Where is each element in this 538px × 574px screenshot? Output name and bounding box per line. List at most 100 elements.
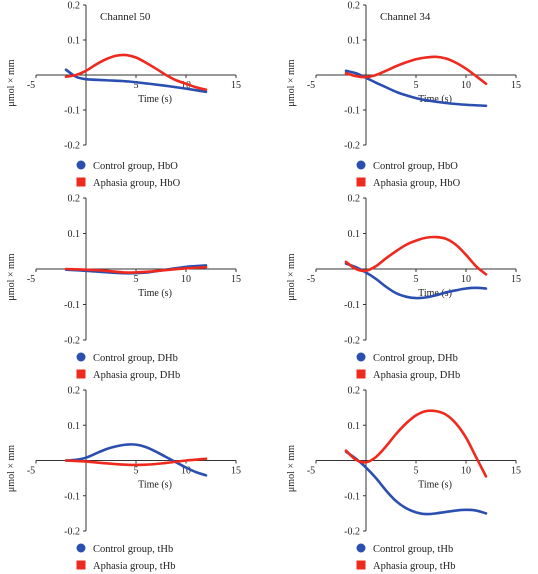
x-tick-label: 5 <box>414 466 419 477</box>
legend: Control group, tHb Aphasia group, tHb <box>356 543 456 572</box>
y-tick-label: -0.2 <box>64 141 80 152</box>
legend-marker-control <box>356 543 366 553</box>
y-tick-label: 0.2 <box>68 386 81 397</box>
series-line-aphasia <box>344 409 488 478</box>
x-tick-label: 15 <box>511 466 521 477</box>
x-axis-label: Time (s) <box>418 94 452 105</box>
y-tick-label: 0.1 <box>348 229 361 240</box>
y-tick-label: -0.1 <box>64 491 80 502</box>
legend-marker-control <box>76 352 86 362</box>
x-tick-label: -5 <box>307 466 315 477</box>
x-tick-label: -5 <box>307 80 315 91</box>
x-tick-label: -5 <box>27 466 35 477</box>
legend-marker-aphasia <box>356 177 366 187</box>
legend-label-aphasia: Aphasia group, DHb <box>93 370 180 381</box>
y-axis-label: μmol × mm <box>286 445 297 492</box>
x-tick-label: 5 <box>134 80 139 91</box>
series-line-control <box>344 262 488 300</box>
legend-label-aphasia: Aphasia group, HbO <box>93 178 181 189</box>
x-tick-label: 15 <box>511 80 521 91</box>
x-axis-label: Time (s) <box>418 480 452 491</box>
y-tick-label: -0.2 <box>344 141 360 152</box>
legend-marker-control <box>356 352 366 362</box>
x-tick-label: 15 <box>231 466 241 477</box>
legend-label-control: Control group, DHb <box>373 353 458 364</box>
series-line-aphasia <box>344 55 488 86</box>
legend-marker-control <box>356 160 366 170</box>
legend-label-aphasia: Aphasia group, HbO <box>373 178 461 189</box>
y-axis-label: μmol × mm <box>6 59 17 106</box>
x-tick-label: 15 <box>231 274 241 285</box>
legend-marker-control <box>76 160 86 170</box>
chart-title: Channel 34 <box>380 11 431 23</box>
series-line-aphasia <box>344 235 488 276</box>
y-tick-label: -0.2 <box>344 336 360 347</box>
x-tick-label: 10 <box>181 466 191 477</box>
legend: Control group, DHb Aphasia group, DHb <box>76 352 180 381</box>
chart-panel-5: 0.2 0.1 -0.1 -0.2 -5 5 10 15 Time (s) μmol × mm Co… <box>6 386 241 573</box>
chart-panel-4: 0.2 0.1 -0.1 -0.2 -5 5 10 15 Time (s) μmol × mm Co… <box>286 194 521 382</box>
legend: Control group, HbO Aphasia group, HbO <box>356 160 461 189</box>
series-line-control <box>64 68 208 94</box>
series-line-aphasia <box>64 457 208 467</box>
y-tick-label: -0.1 <box>344 491 360 502</box>
legend-label-control: Control group, tHb <box>373 544 453 555</box>
x-tick-label: 15 <box>511 274 521 285</box>
chart-panel-3: 0.2 0.1 -0.1 -0.2 -5 5 10 15 Time (s) μmol × mm Co… <box>6 194 241 382</box>
legend: Control group, tHb Aphasia group, tHb <box>76 543 176 572</box>
x-tick-label: 10 <box>461 80 471 91</box>
x-axis-label: Time (s) <box>138 288 172 299</box>
x-tick-label: 5 <box>134 466 139 477</box>
legend-label-control: Control group, tHb <box>93 544 173 555</box>
y-tick-label: 0.2 <box>68 1 81 12</box>
legend-label-control: Control group, DHb <box>93 353 178 364</box>
legend-marker-aphasia <box>356 560 366 570</box>
x-tick-label: 15 <box>231 80 241 91</box>
y-tick-label: 0.2 <box>68 194 81 205</box>
legend: Control group, DHb Aphasia group, DHb <box>356 352 460 381</box>
x-axis-label: Time (s) <box>138 480 172 491</box>
legend-marker-aphasia <box>76 177 86 187</box>
y-tick-label: -0.1 <box>344 106 360 117</box>
legend-marker-aphasia <box>76 560 86 570</box>
x-tick-label: 10 <box>181 80 191 91</box>
series-line-aphasia <box>64 265 208 274</box>
chart-panel-2: 0.2 0.1 -0.1 -0.2 -5 5 10 15 Time (s) μmol × mm Ch… <box>286 1 521 190</box>
y-tick-label: 0.1 <box>68 421 81 432</box>
legend-label-aphasia: Aphasia group, DHb <box>373 370 460 381</box>
x-tick-label: 5 <box>414 274 419 285</box>
y-tick-label: -0.1 <box>64 300 80 311</box>
y-tick-label: 0.1 <box>348 36 361 47</box>
y-tick-label: -0.2 <box>344 527 360 538</box>
x-tick-label: 10 <box>181 274 191 285</box>
x-tick-label: 5 <box>414 80 419 91</box>
legend-label-aphasia: Aphasia group, tHb <box>93 561 176 572</box>
y-tick-label: -0.1 <box>64 106 80 117</box>
y-tick-label: -0.2 <box>64 527 80 538</box>
chart-panel-6: 0.2 0.1 -0.1 -0.2 -5 5 10 15 Time (s) μmol × mm Co… <box>286 386 521 573</box>
y-tick-label: 0.2 <box>348 194 361 205</box>
y-tick-label: -0.2 <box>64 336 80 347</box>
x-tick-label: 5 <box>134 274 139 285</box>
x-tick-label: 10 <box>461 466 471 477</box>
x-axis-label: Time (s) <box>138 94 172 105</box>
series-line-control <box>344 450 488 516</box>
y-tick-label: 0.1 <box>68 36 81 47</box>
series-line-control <box>64 443 208 477</box>
series-line-aphasia <box>64 53 208 91</box>
legend-label-aphasia: Aphasia group, tHb <box>373 561 456 572</box>
y-axis-label: μmol × mm <box>6 445 17 492</box>
x-tick-label: -5 <box>27 80 35 91</box>
y-tick-label: 0.2 <box>348 386 361 397</box>
y-tick-label: 0.2 <box>348 1 361 12</box>
legend-marker-aphasia <box>76 369 86 379</box>
y-axis-label: μmol × mm <box>6 253 17 300</box>
y-axis-label: μmol × mm <box>286 253 297 300</box>
x-axis-label: Time (s) <box>418 288 452 299</box>
x-tick-label: -5 <box>307 274 315 285</box>
legend-label-control: Control group, HbO <box>373 161 458 172</box>
y-tick-label: -0.1 <box>344 300 360 311</box>
y-tick-label: 0.1 <box>68 229 81 240</box>
y-tick-label: 0.1 <box>348 421 361 432</box>
